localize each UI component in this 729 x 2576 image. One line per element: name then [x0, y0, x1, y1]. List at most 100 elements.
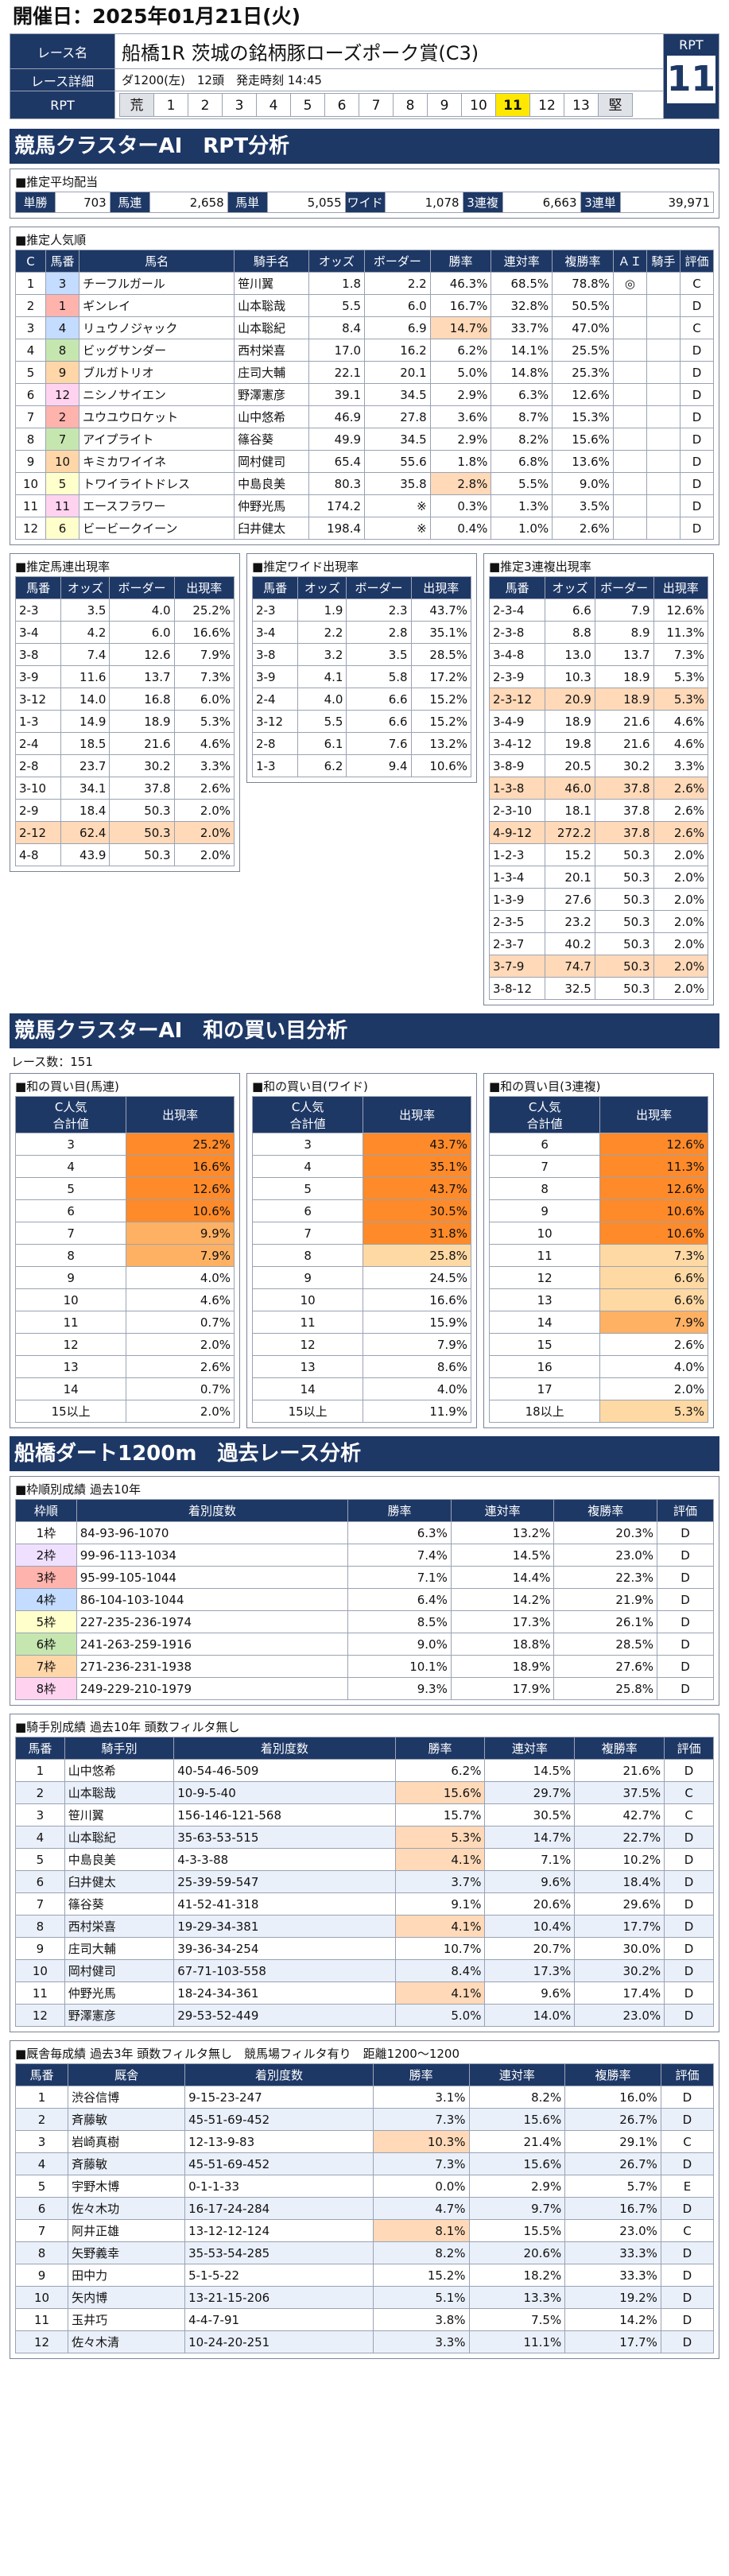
trainer-cell: 4: [14, 2152, 69, 2175]
trainer-cell: 8.2%: [468, 2086, 566, 2109]
trainer-cell: 23.0%: [564, 2219, 661, 2242]
wa_wide-cell: 4.0%: [363, 1377, 471, 1400]
jockey-cell: 4.1%: [394, 1915, 486, 1938]
trainer-cell: 14.2%: [564, 2308, 661, 2331]
wa_trio-cell: 6.6%: [599, 1288, 708, 1311]
frame-box: ■枠順別成績 過去10年 枠順 着別度数 勝率 連対率 複勝率 評価 1枠 84-93-96-1…: [10, 1476, 719, 1706]
popularity-cell: 16.7%: [429, 294, 492, 317]
umaren-cell: 50.3: [109, 843, 175, 866]
jockey-box: ■騎手別成績 過去10年 頭数フィルタ無し 馬番 騎手別 着別度数 勝率 連対率 複勝率 評価…: [10, 1714, 719, 2032]
jockey-cell: C: [664, 1803, 714, 1826]
frame-table: 枠順 着別度数 勝率 連対率 複勝率 評価 1枠 84-93-96-1070 6.3% 13.2%…: [15, 1499, 714, 1700]
frame-cell: 5枠: [15, 1610, 77, 1633]
popularity-cell: 33.7%: [491, 316, 553, 339]
popularity-cell: 10: [45, 450, 80, 473]
trio-cell: 2-3-5: [488, 910, 546, 933]
wide-header: オッズ: [297, 576, 347, 599]
wide-cell: 2.8: [346, 621, 412, 644]
jockey-cell: 10.2%: [574, 1848, 665, 1871]
umaren-cell: 6.0%: [173, 688, 235, 711]
frame-row: 6枠 241-263-259-1916 9.0% 18.8% 28.5% D: [15, 1633, 714, 1656]
trainer-cell: 9: [14, 2264, 69, 2287]
jockey-cell: 30.2%: [574, 1959, 665, 1982]
trainer-cell: 斉藤敏: [68, 2108, 186, 2131]
jockey-cell: D: [664, 1981, 714, 2005]
wa_trio-cell: 18以上: [488, 1400, 601, 1423]
jockey-cell: 2: [15, 1781, 65, 1804]
wa_wide-cell: 15.9%: [363, 1311, 471, 1334]
umaren-row: 4-8 43.9 50.3 2.0%: [14, 843, 235, 866]
wa_trio-cell: 12.6%: [599, 1177, 708, 1200]
trainer-cell: 35-53-54-285: [184, 2241, 374, 2264]
wide-cell: 1-3: [251, 754, 299, 777]
trio-row: 4-9-12 272.2 37.8 2.6%: [488, 821, 709, 844]
umaren-row: 3-8 7.4 12.6 7.9%: [14, 643, 235, 666]
rpt-scale-cell: 堅: [598, 93, 633, 117]
wa_umaren-header-row: C人気 合計値 出現率: [14, 1096, 235, 1133]
wa_wide-cell: 8.6%: [363, 1355, 471, 1378]
umaren-cell: 4.0: [109, 598, 175, 622]
wa_wide-row: 14 4.0%: [251, 1377, 471, 1400]
wa_trio-cell: 7.9%: [599, 1311, 708, 1334]
popularity-box: ■推定人気順 C 馬番 馬名 騎手名 オッズ ボーダー 勝率 連対率 複勝率 ＡＩ 騎手 評価 1 3 チー…: [10, 227, 719, 545]
popularity-row: 4 8 ビッグサンダー 西村栄喜 17.0 16.2 6.2% 14.1% 25.5% D: [14, 339, 715, 362]
trio-cell: 13.0: [545, 643, 595, 666]
wa_umaren-row: 5 12.6%: [14, 1177, 235, 1200]
trio-cell: 50.3: [594, 888, 654, 911]
trio-table: 馬番 オッズ ボーダー 出現率 2-3-4 6.6 7.9 12.6% 2-3-8 8.8 8.9 1…: [488, 576, 709, 1000]
wa_trio-row: 6 12.6%: [488, 1133, 708, 1156]
trio-cell: 13.7: [594, 643, 654, 666]
trio-cell: 2.0%: [653, 866, 709, 889]
umaren-cell: 18.4: [60, 799, 111, 822]
popularity-cell: 6.8%: [491, 450, 553, 473]
wa_trio-row: 18以上 5.3%: [488, 1400, 708, 1423]
trainer-cell: D: [660, 2308, 715, 2331]
frame-cell: 227-235-236-1974: [76, 1610, 349, 1633]
wa-row: ■和の買い目(馬連) C人気 合計値 出現率 3 25.2% 4 16.6% 5 12.6% 6 1…: [10, 1073, 719, 1428]
wide-row: 3-4 2.2 2.8 35.1%: [251, 621, 472, 644]
popularity-cell: 庄司大輔: [234, 361, 309, 384]
popularity-row: 9 10 キミカワイイネ 岡村健司 65.4 55.6 1.8% 6.8% 13.6% D: [14, 450, 715, 473]
trainer-cell: 12: [14, 2330, 69, 2353]
popularity-cell: [612, 405, 647, 428]
popularity-cell: [646, 272, 681, 295]
trio-cell: 50.3: [594, 955, 654, 978]
popularity-row: 10 5 トワイライトドレス 中島良美 80.3 35.8 2.8% 5.5% 9.0% D: [14, 472, 715, 495]
wa_wide-cell: 30.5%: [363, 1199, 471, 1222]
trio-cell: 50.3: [594, 910, 654, 933]
umaren-cell: 2-8: [14, 754, 62, 777]
popularity-cell: 32.8%: [491, 294, 553, 317]
wa_trio-row: 17 2.0%: [488, 1377, 708, 1400]
wide-row: 2-3 1.9 2.3 43.7%: [251, 598, 472, 622]
umaren-cell: 3-4: [14, 621, 62, 644]
umaren-cell: 4.6%: [173, 732, 235, 755]
popularity-cell: [646, 383, 681, 406]
trio-cell: 18.1: [545, 799, 595, 822]
frame-row: 4枠 86-104-103-1044 6.4% 14.2% 21.9% D: [15, 1588, 714, 1611]
frame-cell: 95-99-105-1044: [76, 1566, 349, 1589]
jockey-cell: 6: [15, 1870, 65, 1893]
trio-header: ボーダー: [594, 576, 654, 599]
popularity-cell: [612, 383, 647, 406]
umaren-cell: 2-4: [14, 732, 62, 755]
jockey-cell: 20.6%: [484, 1892, 576, 1916]
payout-type: 馬連: [109, 192, 150, 213]
jockey-cell: 9: [15, 1937, 65, 1960]
frame-cell: 26.1%: [553, 1610, 658, 1633]
trio-cell: 3-4-8: [488, 643, 546, 666]
trainer-row: 12 佐々木清 10-24-20-251 3.3% 11.1% 17.7% D: [14, 2330, 715, 2353]
frame-cell: 14.5%: [450, 1544, 555, 1567]
wide-cell: 6.2: [297, 754, 347, 777]
wide-cell: 6.1: [297, 732, 347, 755]
trio-header: 出現率: [653, 576, 709, 599]
trio-row: 2-3-12 20.9 18.9 5.3%: [488, 688, 709, 711]
popularity-cell: D: [679, 361, 715, 384]
wa_wide-cell: 31.8%: [363, 1222, 471, 1245]
wa_umaren-cell: 5: [14, 1177, 127, 1200]
popularity-row: 12 6 ビービークイーン 臼井健太 198.4 ※ 0.4% 1.0% 2.6% D: [14, 517, 715, 540]
jockey-row: 10 岡村健司 67-71-103-558 8.4% 17.3% 30.2% D: [15, 1959, 714, 1982]
trainer-cell: 5.1%: [372, 2286, 470, 2309]
wa_trio-cell: 17: [488, 1377, 601, 1400]
jockey-cell: 臼井健太: [64, 1870, 175, 1893]
wa_trio-cell: 7: [488, 1155, 601, 1178]
